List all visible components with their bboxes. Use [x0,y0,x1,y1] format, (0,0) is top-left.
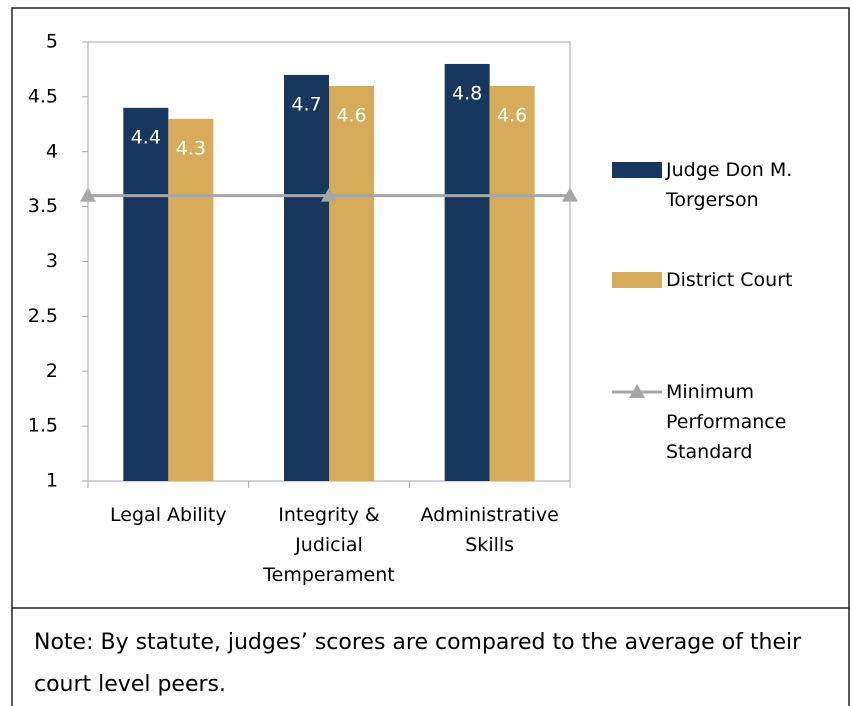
legend-swatch [612,162,662,178]
y-tick-label: 2 [46,360,58,382]
marker [321,187,337,202]
legend-label: District Court [666,269,793,291]
y-tick-label: 3.5 [28,195,58,217]
y-tick-label: 1 [46,470,58,492]
legend-marker [629,384,645,398]
y-tick-label: 5 [46,31,58,53]
bar [284,74,329,482]
bar [123,107,169,481]
marker [562,187,578,202]
legend-label: Minimum Performance Standard [666,381,787,463]
x-tick-label: Administrative Skills [420,504,559,556]
data-label: 4.3 [176,137,206,159]
note-frame [11,608,850,706]
data-label: 4.4 [131,126,161,148]
x-tick-label: Legal Ability [110,504,227,526]
y-tick-label: 3 [46,250,58,272]
legend-label: Judge Don M. Torgerson [666,159,793,211]
chart-frame [11,7,850,609]
data-label: 4.6 [336,104,366,126]
bar [329,85,374,482]
x-tick-label: Integrity & Judicial Temperament [263,504,395,586]
data-label: 4.7 [291,93,321,115]
data-label: 4.8 [452,82,482,104]
legend-swatch [612,272,662,288]
data-label: 4.6 [497,104,527,126]
y-tick-label: 4 [46,140,58,162]
y-tick-label: 1.5 [28,415,58,437]
bar [168,118,214,481]
bar [489,85,535,482]
note: Note: By statute, judges’ scores are com… [34,630,802,697]
marker [80,187,96,202]
y-tick-label: 2.5 [28,305,58,327]
y-tick-label: 4.5 [28,85,58,107]
bar [444,63,490,481]
